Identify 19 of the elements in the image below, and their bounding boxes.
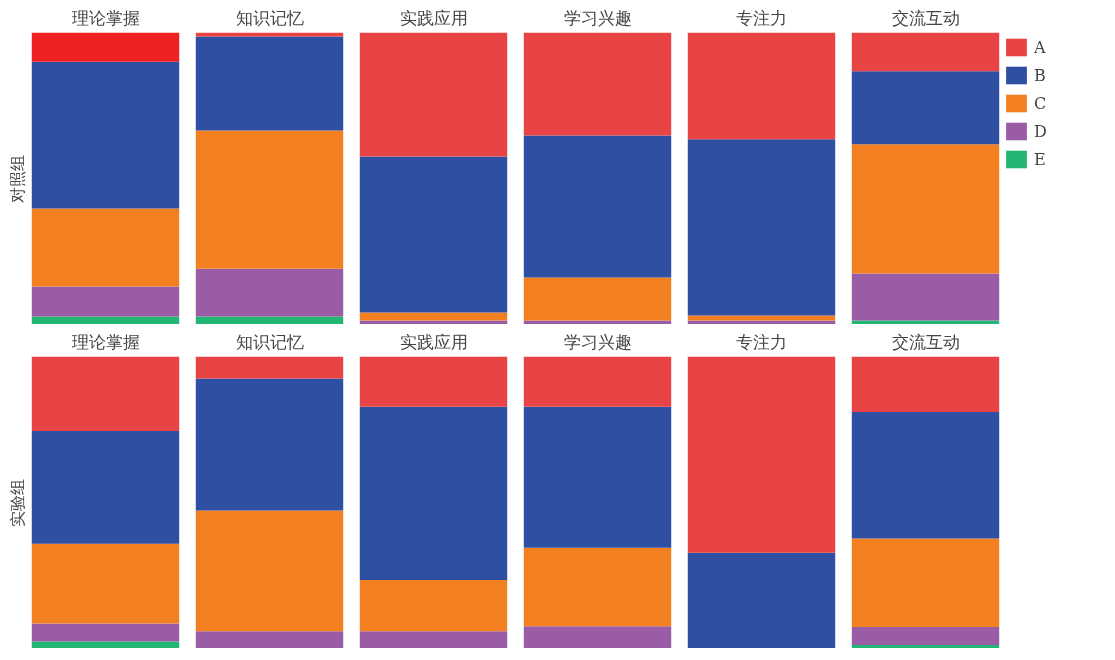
chart-title: 交流互动 <box>891 7 960 28</box>
chart-title: 学习兴趣 <box>563 7 632 28</box>
chart-title: 专注力 <box>736 331 787 352</box>
legend-label: A <box>1034 37 1047 57</box>
chart-title: 理论掌握 <box>71 7 140 28</box>
y-axis-title: 实验组 <box>7 478 27 527</box>
chart-title: 知识记忆 <box>235 7 304 28</box>
chart-title: 实践应用 <box>399 331 468 352</box>
chart-title: 理论掌握 <box>71 331 140 352</box>
legend-label: D <box>1034 121 1048 141</box>
y-axis-title: 对照组 <box>7 154 27 203</box>
legend-label: B <box>1034 65 1047 85</box>
chart-title: 交流互动 <box>891 331 960 352</box>
chart-title: 专注力 <box>736 7 787 28</box>
chart-title: 学习兴趣 <box>563 331 632 352</box>
chart-title: 知识记忆 <box>235 331 304 352</box>
chart-title: 实践应用 <box>399 7 468 28</box>
legend-label: C <box>1034 93 1048 113</box>
legend-label: E <box>1034 149 1047 169</box>
